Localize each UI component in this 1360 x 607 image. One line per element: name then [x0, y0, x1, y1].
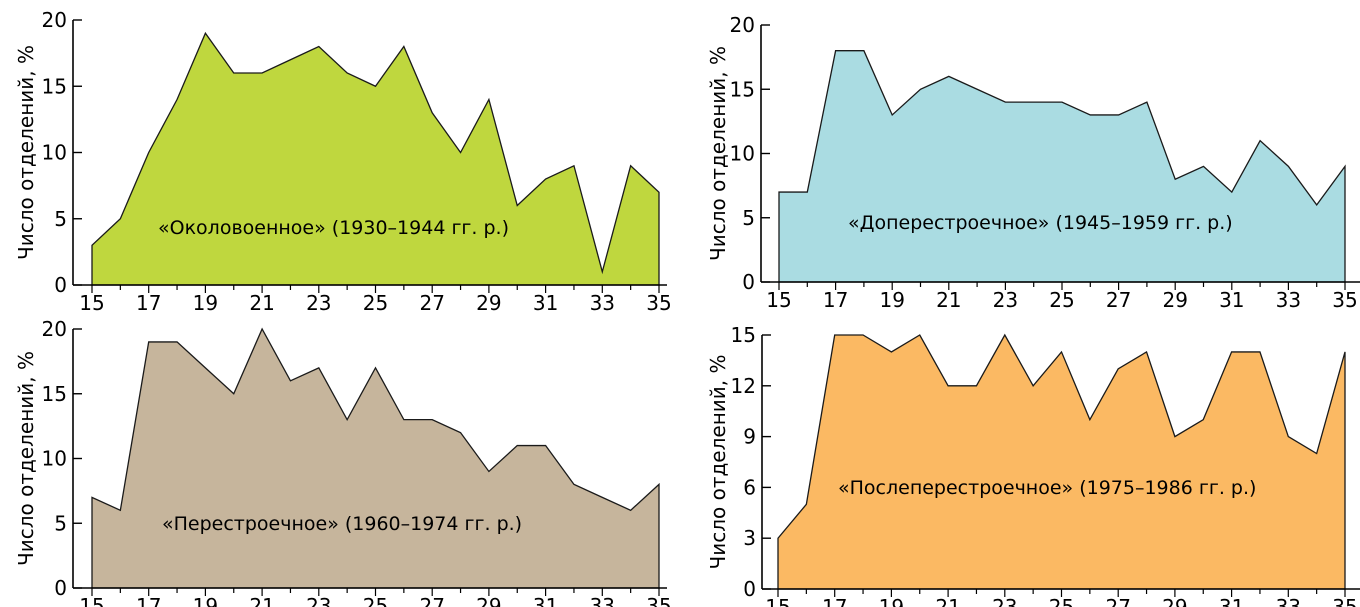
x-tick-label: 33 [590, 594, 615, 607]
x-tick-label: 21 [249, 594, 274, 607]
x-tick-label: 21 [249, 291, 274, 315]
y-tick-label: 12 [731, 374, 756, 398]
x-tick-label: 35 [1332, 595, 1357, 607]
y-tick-label: 0 [743, 577, 756, 601]
y-tick-label: 9 [743, 425, 756, 449]
y-tick-label: 10 [42, 141, 67, 165]
chart-panel-posleperestroechnoe: 0 3 6 9 12 15 15 17 19 21 23 25 27 29 31 33 35 Число отде… [706, 323, 1360, 607]
x-tick-label: 27 [419, 594, 444, 607]
chart-panel-perestroechnoe: 0 5 10 15 20 15 17 19 21 23 25 27 29 31 33 35 Число отде… [14, 317, 672, 607]
x-tick-label: 19 [193, 291, 218, 315]
x-tick-label: 21 [936, 288, 961, 312]
x-tick-label: 25 [363, 594, 388, 607]
area-series [91, 31, 660, 286]
x-tick-label: 31 [1219, 595, 1244, 607]
y-tick-label: 15 [42, 382, 67, 406]
x-tick-label: 31 [1219, 288, 1244, 312]
x-tick-label: 27 [1105, 595, 1130, 607]
x-tick-label: 23 [306, 594, 331, 607]
x-tick-label: 25 [1049, 595, 1074, 607]
area-series [778, 50, 1346, 283]
x-tick-label: 33 [1276, 595, 1301, 607]
x-tick-label: 19 [879, 288, 904, 312]
y-tick-label: 5 [742, 206, 755, 230]
x-tick-label: 17 [136, 291, 161, 315]
y-tick-label: 20 [42, 317, 67, 341]
y-axis-label: Число отделений, % [706, 355, 730, 570]
x-tick-label: 25 [1049, 288, 1074, 312]
y-tick-label: 20 [42, 8, 67, 32]
x-tick-label: 31 [533, 594, 558, 607]
x-tick-label: 23 [993, 288, 1018, 312]
y-tick-label: 5 [54, 511, 67, 535]
y-tick-label: 0 [54, 576, 67, 600]
x-tick-label: 15 [765, 595, 790, 607]
x-tick-label: 31 [533, 291, 558, 315]
y-tick-label: 15 [42, 74, 67, 98]
y-tick-label: 15 [731, 323, 756, 347]
x-tick-label: 23 [306, 291, 331, 315]
x-tick-label: 25 [363, 291, 388, 315]
x-tick-label: 17 [822, 595, 847, 607]
x-tick-label: 21 [935, 595, 960, 607]
x-tick-label: 29 [476, 594, 501, 607]
y-tick-label: 15 [730, 77, 755, 101]
x-tick-label: 15 [766, 288, 791, 312]
y-tick-label: 0 [54, 273, 67, 297]
y-tick-label: 5 [54, 207, 67, 231]
chart-annotation: «Послеперестроечное» (1975–1986 гг. р.) [838, 477, 1256, 499]
y-tick-label: 0 [742, 270, 755, 294]
y-axis-label: Число отделений, % [706, 46, 730, 261]
x-tick-label: 19 [193, 594, 218, 607]
x-tick-label: 33 [1276, 288, 1301, 312]
chart-annotation: «Доперестроечное» (1945–1959 гг. р.) [848, 212, 1233, 234]
y-tick-label: 10 [42, 447, 67, 471]
x-tick-label: 27 [1106, 288, 1131, 312]
chart-annotation: «Перестроечное» (1960–1974 гг. р.) [162, 513, 522, 535]
y-axis-label: Число отделений, % [14, 45, 38, 260]
x-tick-label: 29 [476, 291, 501, 315]
y-tick-label: 6 [743, 475, 756, 499]
x-tick-label: 29 [1162, 595, 1187, 607]
x-tick-label: 35 [646, 594, 671, 607]
x-tick-label: 33 [590, 291, 615, 315]
chart-annotation: «Околовоенное» (1930–1944 гг. р.) [158, 217, 509, 239]
x-tick-label: 15 [79, 291, 104, 315]
x-tick-label: 35 [646, 291, 671, 315]
y-tick-label: 10 [730, 142, 755, 166]
x-tick-label: 27 [419, 291, 444, 315]
x-tick-label: 35 [1332, 288, 1357, 312]
y-axis-label: Число отделений, % [14, 351, 38, 566]
x-tick-label: 23 [992, 595, 1017, 607]
x-tick-label: 19 [879, 595, 904, 607]
chart-panel-doperestroechnoe: 0 5 10 15 20 15 17 19 21 23 25 27 29 31 33 35 Число отде… [706, 13, 1360, 312]
area-series [777, 333, 1346, 590]
x-tick-label: 17 [136, 594, 161, 607]
chart-panel-okolovoennoe: 0 5 10 15 20 15 17 19 21 23 25 27 29 31 33 35 Число отде… [14, 8, 672, 315]
x-tick-label: 29 [1162, 288, 1187, 312]
y-tick-label: 3 [743, 526, 756, 550]
x-tick-label: 17 [823, 288, 848, 312]
y-tick-label: 20 [730, 13, 755, 37]
area-series [91, 327, 660, 589]
x-tick-label: 15 [79, 594, 104, 607]
